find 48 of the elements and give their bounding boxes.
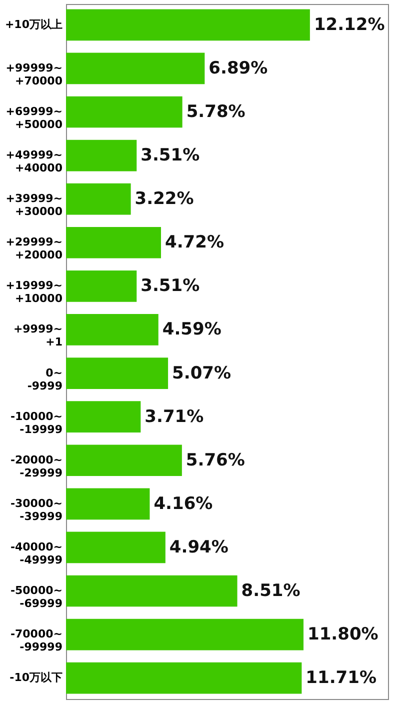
y-tick-label: -20000~ -29999 [10, 453, 62, 480]
data-label: 11.80% [308, 624, 378, 645]
bar [66, 444, 182, 476]
y-tick-label: +19999~ +10000 [6, 279, 63, 306]
bar [66, 52, 205, 84]
data-label: 12.12% [314, 14, 385, 35]
bar [66, 140, 137, 172]
y-tick-label: -10000~ -19999 [10, 410, 62, 436]
bar [66, 401, 141, 432]
y-tick-label: +9999~ +1 [13, 322, 62, 349]
y-tick-label: 0~ -9999 [27, 366, 62, 392]
data-label: 6.89% [208, 58, 268, 78]
y-tick-label: -30000~ -39999 [10, 496, 62, 523]
y-tick-label: -10万以下 [10, 671, 62, 684]
bar [66, 9, 310, 41]
y-tick-label: +10万以上 [4, 18, 62, 31]
y-tick-label: +39999~ +30000 [6, 192, 63, 218]
bar [66, 618, 304, 650]
y-tick-label: -50000~ -69999 [10, 584, 62, 610]
data-label: 3.51% [140, 146, 200, 166]
y-tick-label: +99999~ +70000 [6, 61, 63, 88]
bar [66, 183, 131, 215]
data-label: 5.76% [186, 450, 245, 470]
y-tick-label: -40000~ -49999 [10, 540, 62, 566]
data-label: 4.59% [162, 320, 222, 340]
y-tick-label: +29999~ +20000 [6, 236, 63, 262]
data-label: 3.22% [134, 189, 194, 210]
bar [66, 358, 168, 389]
y-tick-label: +49999~ +40000 [6, 148, 63, 175]
data-label: 4.94% [169, 537, 228, 558]
bar [66, 488, 150, 520]
data-label: 4.16% [154, 494, 213, 514]
bar [66, 314, 158, 346]
data-label: 5.78% [186, 102, 246, 122]
bar [66, 226, 161, 258]
bar [66, 96, 182, 128]
data-label: 8.51% [241, 581, 300, 602]
data-label: 4.72% [165, 232, 224, 253]
bar [66, 270, 137, 302]
bar [66, 532, 166, 564]
data-label: 3.51% [140, 276, 200, 296]
data-label: 5.07% [172, 363, 232, 384]
data-label: 11.71% [306, 668, 376, 688]
y-tick-label: -70000~ -99999 [10, 628, 62, 654]
data-label: 3.71% [144, 406, 204, 427]
bar [66, 575, 238, 607]
y-tick-label: +69999~ +50000 [6, 104, 63, 131]
bar [66, 662, 302, 694]
